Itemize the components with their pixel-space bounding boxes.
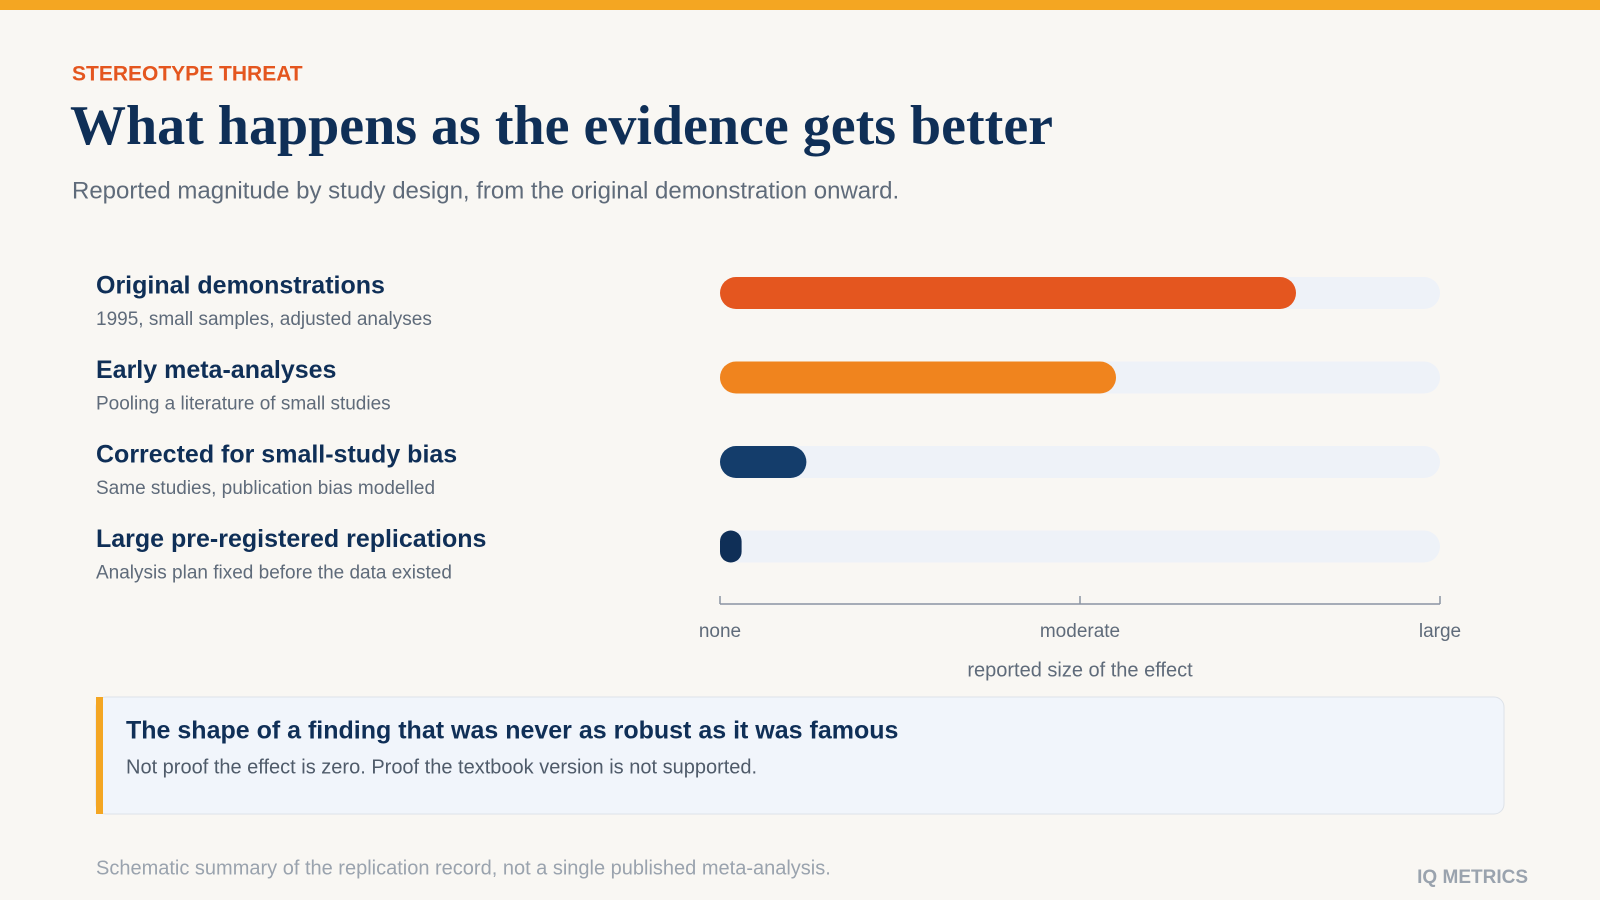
category-description: 1995, small samples, adjusted analyses — [96, 309, 432, 330]
bar — [720, 530, 742, 563]
x-tick-label: none — [699, 621, 741, 642]
plot: Original demonstrations 1995, small sampl… — [96, 272, 1461, 682]
track — [720, 530, 1440, 563]
x-axis-title: reported size of the effect — [967, 659, 1193, 681]
track — [720, 446, 1440, 478]
category-description: Pooling a literature of small studies — [96, 394, 391, 415]
category-label: Early meta-analyses — [96, 356, 336, 384]
callout-text: Not proof the effect is zero. Proof the … — [126, 756, 757, 778]
x-tick-label: moderate — [1040, 621, 1120, 642]
top-stripe — [0, 0, 1600, 10]
category-label: Corrected for small-study bias — [96, 441, 457, 469]
bar — [720, 446, 807, 478]
category-description: Analysis plan fixed before the data exis… — [96, 563, 452, 584]
callout-title: The shape of a finding that was never as… — [126, 717, 898, 745]
brand: IQ METRICS — [1417, 867, 1528, 888]
footer-note: Schematic summary of the replication rec… — [96, 857, 831, 879]
bar — [720, 277, 1296, 309]
bar — [720, 361, 1116, 394]
category-description: Same studies, publication bias modelled — [96, 478, 435, 499]
x-tick-label: large — [1419, 621, 1461, 642]
kicker: STEREOTYPE THREAT — [72, 63, 303, 86]
category-label: Original demonstrations — [96, 272, 385, 300]
category-label: Large pre-registered replications — [96, 525, 486, 553]
chart-subtitle: Reported magnitude by study design, from… — [72, 177, 899, 204]
callout-accent — [96, 697, 103, 814]
chart-title: What happens as the evidence gets better — [70, 95, 1053, 157]
